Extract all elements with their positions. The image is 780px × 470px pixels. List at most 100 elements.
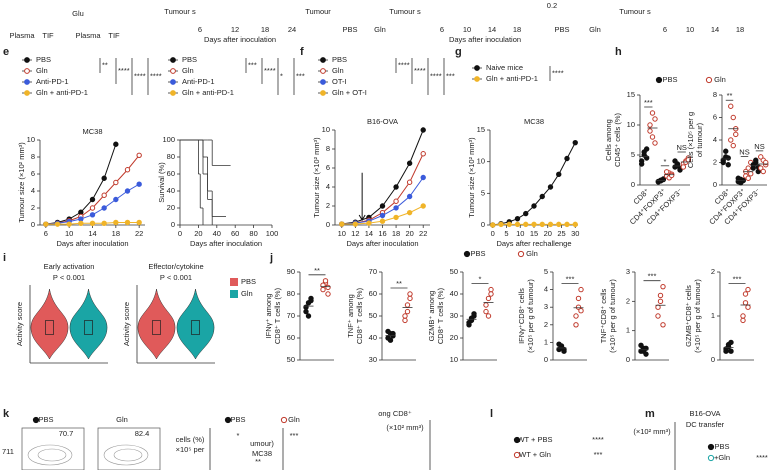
x-tick-label: 6 [44,229,48,238]
data-point [406,160,413,166]
label: **** [592,435,604,444]
data-point [575,295,582,302]
data-point [485,313,492,319]
y-tick-label: 2 [31,203,35,212]
label: 6 [198,25,202,34]
data-point [490,222,496,228]
panel-label: f [300,46,304,58]
label: 18 [261,25,269,34]
chart-title: MC38 [524,117,544,126]
data-point [101,205,107,211]
data-point [101,220,107,227]
data-point [564,155,570,162]
legend-marker [24,90,30,96]
data-point [101,192,107,198]
y-tick-label: 0 [544,355,548,364]
label: 10 [686,25,694,34]
data-point [406,179,413,185]
data-point [43,221,49,227]
y-tick-label: 3 [626,267,630,276]
label: Gln [714,75,726,84]
data-point [393,198,399,204]
y-tick-label: 10 [450,355,458,364]
y-axis-label: CD8⁺ T cells (%) [355,287,364,344]
data-point [657,298,664,305]
y-tick-label: 2 [626,296,630,305]
panel-label: g [455,46,462,58]
data-point [735,175,741,181]
data-point [124,219,131,226]
flow-box [21,427,85,470]
x-axis-label: Days after inoculation [56,239,128,248]
label: cells (%) [176,435,205,444]
label: +Gln [714,453,730,462]
x-tick-label: 30 [571,229,579,238]
data-point [124,167,131,173]
x-tick-label: 22 [419,229,427,238]
y-tick-label: 15 [477,125,485,134]
y-axis-label: Activity score [122,302,131,346]
label: umour) [250,439,274,448]
annotation: P < 0.001 [160,273,192,282]
y-tick-label: 10 [627,120,635,129]
data-point [660,322,666,328]
box [152,320,161,335]
data-point [66,221,72,227]
data-point [578,308,584,314]
data-point [514,215,521,222]
x-tick-label: 100 [266,229,279,238]
legend-label: Gln [36,66,48,75]
label: 6 [663,25,667,34]
label: 10 [463,25,471,34]
data-point [728,103,734,109]
stat-label: ** [727,91,733,100]
y-tick-label: 5 [544,267,548,276]
data-point [649,134,656,140]
legend-marker [170,79,176,85]
panel-label: l [490,408,493,420]
data-point [556,171,562,178]
y-tick-label: 4 [31,186,35,195]
legend-label: Naive mice [486,63,523,72]
label: 6 [440,25,444,34]
label: PBS [662,75,677,84]
data-point [78,209,84,215]
data-point [402,313,408,319]
data-point [387,337,394,343]
data-point [466,319,472,326]
data-point [379,212,386,219]
legend-label: Anti-PD-1 [36,77,69,86]
y-tick-label: 2 [713,157,717,166]
legend-marker [517,250,525,258]
legend-label: Gln + anti-PD-1 [486,74,538,83]
y-axis-label: of tumour) [695,122,704,157]
x-tick-label: 20 [194,229,202,238]
x-tick-label: 10 [65,229,73,238]
data-point [647,122,653,128]
stat-label: *** [733,275,742,284]
data-point [730,142,736,149]
legend-marker [320,57,326,63]
label: B16-OVA [689,409,720,418]
violin [69,288,108,360]
y-axis-label: (×10⁵ per g of tumour) [693,279,702,353]
data-point [652,140,658,146]
data-point [485,295,492,302]
y-tick-label: 30 [369,355,377,364]
box [45,320,54,335]
data-point [404,308,411,315]
x-tick-label: 60 [231,229,239,238]
y-tick-label: 15 [627,90,635,99]
y-tick-label: 5 [481,188,485,197]
x-tick-label: 5 [504,229,508,238]
data-point [572,139,578,146]
label: ong CD8⁺ [378,409,412,418]
stat-label: *** [648,272,657,281]
label: Gln [526,249,538,258]
series-line [341,129,424,225]
data-point [488,286,494,293]
y-tick-label: 3 [544,302,548,311]
data-point [531,221,537,228]
data-point [514,221,521,228]
contour [113,448,143,462]
